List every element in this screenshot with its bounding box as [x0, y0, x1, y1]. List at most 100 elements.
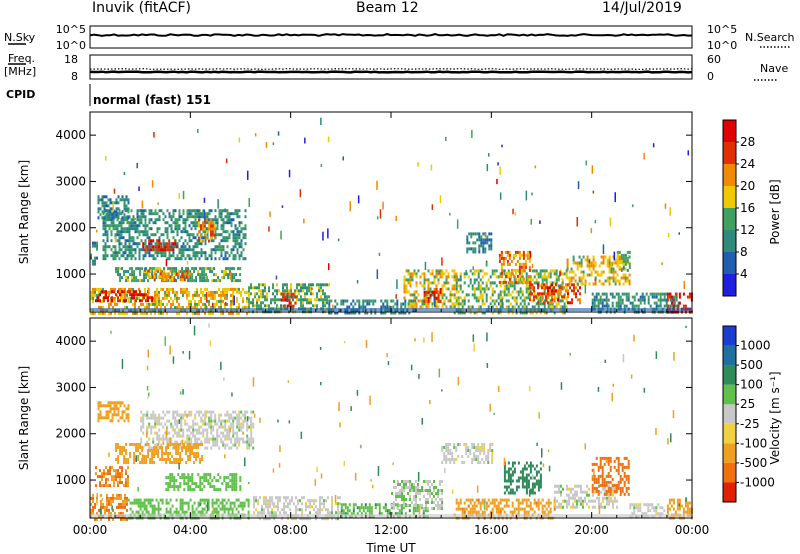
velocity-cell — [291, 496, 293, 500]
power-cell — [618, 267, 621, 271]
power-cell — [110, 248, 113, 252]
power-cell — [614, 276, 617, 280]
power-cell — [606, 279, 609, 283]
velocity-cell — [189, 476, 192, 480]
power-cell — [92, 296, 94, 300]
power-cell — [166, 242, 169, 246]
velocity-cell — [238, 428, 241, 432]
velocity-cell — [175, 458, 178, 461]
power-cell — [491, 305, 494, 309]
power-cell — [599, 298, 602, 302]
power-cell — [661, 292, 664, 296]
power-cell — [506, 250, 509, 254]
velocity-cell — [143, 504, 146, 508]
power-cell — [495, 284, 498, 288]
power-cell — [522, 250, 525, 254]
power-cell — [225, 158, 228, 164]
power-cell — [114, 251, 117, 255]
power-cell — [479, 269, 482, 273]
power-cell — [200, 248, 203, 252]
power-cell — [282, 295, 285, 299]
power-cell — [431, 305, 434, 309]
power-cell — [682, 292, 685, 296]
power-cell — [445, 278, 448, 282]
power-cell — [593, 295, 596, 299]
power-cell — [168, 215, 171, 219]
power-cell — [133, 276, 136, 280]
power-cell — [276, 283, 278, 287]
power-cell — [238, 224, 241, 228]
velocity-cell — [255, 496, 257, 500]
velocity-cell — [204, 422, 207, 426]
velocity-cell — [420, 506, 423, 510]
power-cell — [90, 256, 92, 260]
power-cell — [166, 227, 169, 231]
power-cell — [298, 292, 300, 296]
power-cell — [485, 272, 488, 276]
power-cell — [579, 286, 581, 290]
power-cell — [592, 264, 595, 268]
power-cell — [156, 218, 159, 222]
velocity-cell — [215, 488, 218, 492]
power-cell — [424, 261, 427, 271]
power-cell — [427, 296, 430, 300]
power-cell — [121, 276, 124, 280]
power-cell — [108, 224, 111, 228]
power-cell — [270, 298, 272, 302]
power-cell — [403, 290, 406, 294]
power-cell — [687, 150, 689, 156]
velocity-cell — [109, 419, 112, 423]
velocity-cell — [226, 419, 229, 423]
power-cell — [628, 255, 631, 259]
power-cell — [111, 299, 113, 303]
power-cell — [146, 230, 149, 234]
velocity-cell — [237, 510, 240, 514]
power-cell — [502, 280, 505, 284]
nsearch-tick-top: 10^5 — [707, 23, 737, 36]
power-cell — [158, 248, 161, 252]
velocity-cell — [315, 499, 317, 503]
velocity-cell — [212, 425, 215, 429]
power-cell — [196, 224, 199, 228]
power-cell — [543, 283, 545, 287]
power-cell — [471, 305, 474, 309]
power-cell — [236, 251, 239, 255]
velocity-cell — [393, 480, 395, 483]
power-cell — [409, 293, 412, 297]
velocity-cell — [140, 440, 143, 444]
power-cell — [258, 283, 260, 287]
velocity-cell — [388, 512, 391, 516]
power-cell — [244, 305, 246, 309]
power-cell — [145, 299, 147, 303]
power-cell — [461, 302, 464, 306]
power-cell — [480, 241, 483, 245]
power-cell — [382, 311, 385, 315]
power-cell — [400, 302, 403, 306]
velocity-cell — [217, 479, 220, 483]
power-cell — [238, 137, 241, 143]
velocity-cell — [250, 416, 253, 420]
power-cell — [342, 299, 345, 303]
power-cell — [478, 232, 481, 236]
power-cell — [592, 190, 595, 194]
velocity-cell — [250, 425, 253, 429]
power-cell — [507, 290, 510, 294]
power-cell — [164, 215, 167, 219]
power-cell — [254, 133, 257, 137]
power-cell — [218, 242, 221, 246]
power-cell — [300, 289, 302, 293]
power-cell — [668, 292, 671, 296]
velocity-cell — [236, 434, 239, 438]
power-cell — [166, 287, 168, 291]
power-cell — [217, 279, 220, 283]
velocity-cell — [370, 512, 373, 516]
velocity-cell — [246, 425, 249, 429]
velocity-cell — [159, 507, 162, 511]
power-cell — [143, 273, 146, 277]
power-cell — [99, 213, 102, 217]
power-cell — [135, 279, 138, 283]
velocity-cell — [125, 484, 127, 488]
power-cell — [144, 239, 147, 243]
